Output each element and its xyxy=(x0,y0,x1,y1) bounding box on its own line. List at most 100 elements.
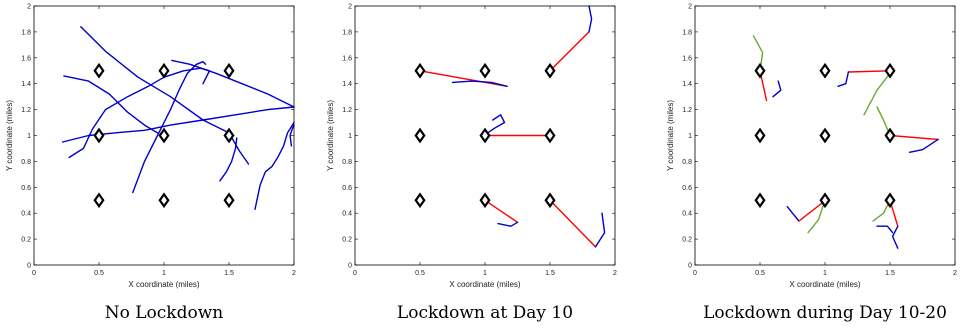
x-tick-label: 1.5 xyxy=(545,270,555,277)
trajectory-6 xyxy=(132,61,207,194)
x-tick-label: 0.5 xyxy=(755,270,765,277)
x-axis-label: X coordinate (miles) xyxy=(789,280,860,289)
trajectory-4 xyxy=(588,5,593,33)
y-axis-label: Y coordinate (miles) xyxy=(5,100,14,171)
y-tick-label: 2 xyxy=(348,4,352,11)
location-marker xyxy=(479,62,491,79)
location-marker xyxy=(884,62,896,79)
location-marker xyxy=(544,127,556,144)
trajectory-12 xyxy=(807,199,826,234)
y-tick-label: 1.6 xyxy=(682,55,692,62)
location-marker xyxy=(158,62,170,79)
y-tick-label: 1.2 xyxy=(21,107,31,114)
y-tick-label: 0.8 xyxy=(342,159,352,166)
x-tick-label: 0 xyxy=(32,270,36,277)
trajectory-4 xyxy=(847,70,891,73)
y-tick-label: 1 xyxy=(688,133,692,140)
x-tick-label: 1 xyxy=(483,270,487,277)
y-tick-label: 1 xyxy=(27,133,31,140)
trajectory-16 xyxy=(876,225,894,234)
location-marker xyxy=(479,127,491,144)
location-marker xyxy=(223,62,235,79)
y-tick-label: 1.4 xyxy=(21,81,31,88)
trajectory-8 xyxy=(254,121,295,210)
x-tick-label: 1.5 xyxy=(224,270,234,277)
y-tick-label: 0.4 xyxy=(21,211,31,218)
location-marker xyxy=(884,127,896,144)
y-tick-label: 0.2 xyxy=(682,237,692,244)
chart-panel-3: 0 0.5 1 1.5 2 0 0.2 0.4 0.6 0.8 1 1.2 1.4 1.6 1.8 2 X co… xyxy=(666,4,957,324)
x-tick-label: 0 xyxy=(693,270,697,277)
y-tick-label: 0.6 xyxy=(682,185,692,192)
x-tick-label: 0.5 xyxy=(415,270,425,277)
x-tick-label: 0.5 xyxy=(94,270,104,277)
x-tick-label: 2 xyxy=(292,270,296,277)
y-tick-label: 1.6 xyxy=(21,55,31,62)
x-tick-label: 0 xyxy=(353,270,357,277)
trajectory-4 xyxy=(68,67,211,159)
x-tick-label: 1 xyxy=(823,270,827,277)
location-marker xyxy=(819,62,831,79)
location-marker xyxy=(414,127,426,144)
location-marker xyxy=(479,192,491,209)
trajectory-6 xyxy=(863,72,891,116)
trajectory-11 xyxy=(594,212,606,248)
y-tick-label: 1.2 xyxy=(682,107,692,114)
location-marker xyxy=(93,127,105,144)
y-tick-label: 0.4 xyxy=(682,211,692,218)
trajectory-10 xyxy=(549,199,597,248)
y-tick-label: 1 xyxy=(348,133,352,140)
y-tick-label: 1.6 xyxy=(342,55,352,62)
y-tick-label: 1.8 xyxy=(682,29,692,36)
trajectory-15 xyxy=(891,225,899,249)
y-tick-label: 0.6 xyxy=(342,185,352,192)
x-tick-label: 1 xyxy=(162,270,166,277)
y-tick-label: 0.8 xyxy=(21,159,31,166)
trajectory-6 xyxy=(486,114,506,134)
x-tick-label: 1.5 xyxy=(885,270,895,277)
trajectory-9 xyxy=(497,221,519,227)
trajectory-3 xyxy=(772,80,782,98)
x-axis-label: X coordinate (miles) xyxy=(128,280,199,289)
location-marker xyxy=(93,62,105,79)
trajectory-5 xyxy=(837,71,850,87)
y-tick-label: 2 xyxy=(27,4,31,11)
panel-caption: Lockdown at Day 10 xyxy=(397,303,573,323)
y-tick-label: 0.6 xyxy=(21,185,31,192)
location-marker xyxy=(414,192,426,209)
trajectory-9 xyxy=(908,138,939,153)
y-tick-label: 0.2 xyxy=(21,237,31,244)
trajectory-8 xyxy=(484,199,519,223)
trajectory-1 xyxy=(419,70,508,87)
location-marker xyxy=(884,192,896,209)
trajectory-7 xyxy=(219,137,238,182)
trajectory-5 xyxy=(171,59,295,108)
y-tick-label: 1.4 xyxy=(342,81,352,88)
trajectory-9 xyxy=(289,124,295,147)
y-tick-label: 0.4 xyxy=(342,211,352,218)
trajectory-7 xyxy=(876,106,891,137)
location-marker xyxy=(158,127,170,144)
panel-caption: No Lockdown xyxy=(105,303,224,323)
y-tick-label: 1.8 xyxy=(342,29,352,36)
trajectory-8 xyxy=(889,134,939,141)
panel-caption: Lockdown during Day 10-20 xyxy=(703,303,947,323)
location-marker xyxy=(754,192,766,209)
location-marker xyxy=(754,62,766,79)
trajectory-10 xyxy=(786,206,800,222)
y-tick-label: 1.2 xyxy=(342,107,352,114)
y-tick-label: 0 xyxy=(348,263,352,270)
trajectory-1 xyxy=(80,26,250,165)
y-tick-label: 1.8 xyxy=(21,29,31,36)
location-marker xyxy=(93,192,105,209)
y-axis-label: Y coordinate (miles) xyxy=(666,100,675,171)
trajectory-3 xyxy=(549,31,590,72)
location-marker xyxy=(158,192,170,209)
trajectory-2 xyxy=(63,75,159,134)
location-marker xyxy=(819,127,831,144)
y-tick-label: 0.2 xyxy=(342,237,352,244)
y-tick-label: 0 xyxy=(27,263,31,270)
y-tick-label: 0.8 xyxy=(682,159,692,166)
location-marker xyxy=(819,192,831,209)
